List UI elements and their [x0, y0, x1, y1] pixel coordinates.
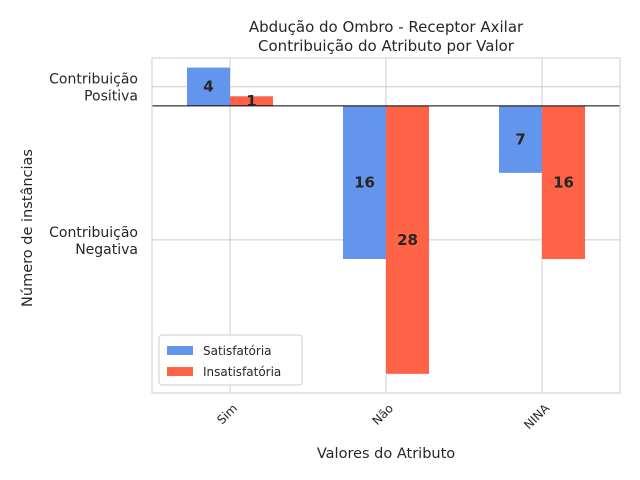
legend: Satisfatória Insatisfatória [158, 334, 303, 386]
bar [386, 105, 429, 374]
legend-label: Insatisfatória [203, 365, 281, 379]
y-tick-label: Contribuição [49, 225, 138, 241]
y-tick-label: Contribuição [49, 72, 138, 88]
plot-frame [151, 57, 621, 394]
bar [187, 67, 230, 106]
bar [542, 105, 585, 259]
bar [499, 105, 542, 173]
y-axis-label: Número de instâncias [20, 149, 36, 307]
bar-value-label: 28 [397, 231, 418, 249]
labels-layer: 4 16 7 1 28 16 [203, 78, 574, 249]
x-tick-label: NINA [521, 401, 552, 432]
chart-subtitle: Contribuição do Atributo por Valor [258, 37, 515, 55]
legend-swatch [167, 346, 193, 355]
bar-value-label: 7 [515, 130, 525, 148]
bar-value-label: 4 [203, 78, 213, 96]
bar-value-label: 16 [354, 173, 375, 191]
x-tick-label: Sim [214, 401, 240, 427]
legend-label: Satisfatória [203, 344, 272, 358]
legend-swatch [167, 367, 193, 376]
bar [343, 105, 386, 259]
x-axis-label: Valores do Atributo [317, 446, 455, 462]
xticks-layer: Sim Não NINA [214, 401, 552, 432]
bar-value-label: 16 [553, 173, 574, 191]
chart-title: Abdução do Ombro - Receptor Axilar [249, 18, 524, 36]
bars-layer [187, 67, 585, 374]
y-tick-label: Positiva [84, 89, 138, 105]
y-tick-label: Negativa [75, 242, 138, 258]
legend-frame [158, 334, 303, 386]
bar [230, 96, 273, 106]
bar-value-label: 1 [246, 92, 256, 110]
x-tick-label: Não [369, 401, 396, 428]
